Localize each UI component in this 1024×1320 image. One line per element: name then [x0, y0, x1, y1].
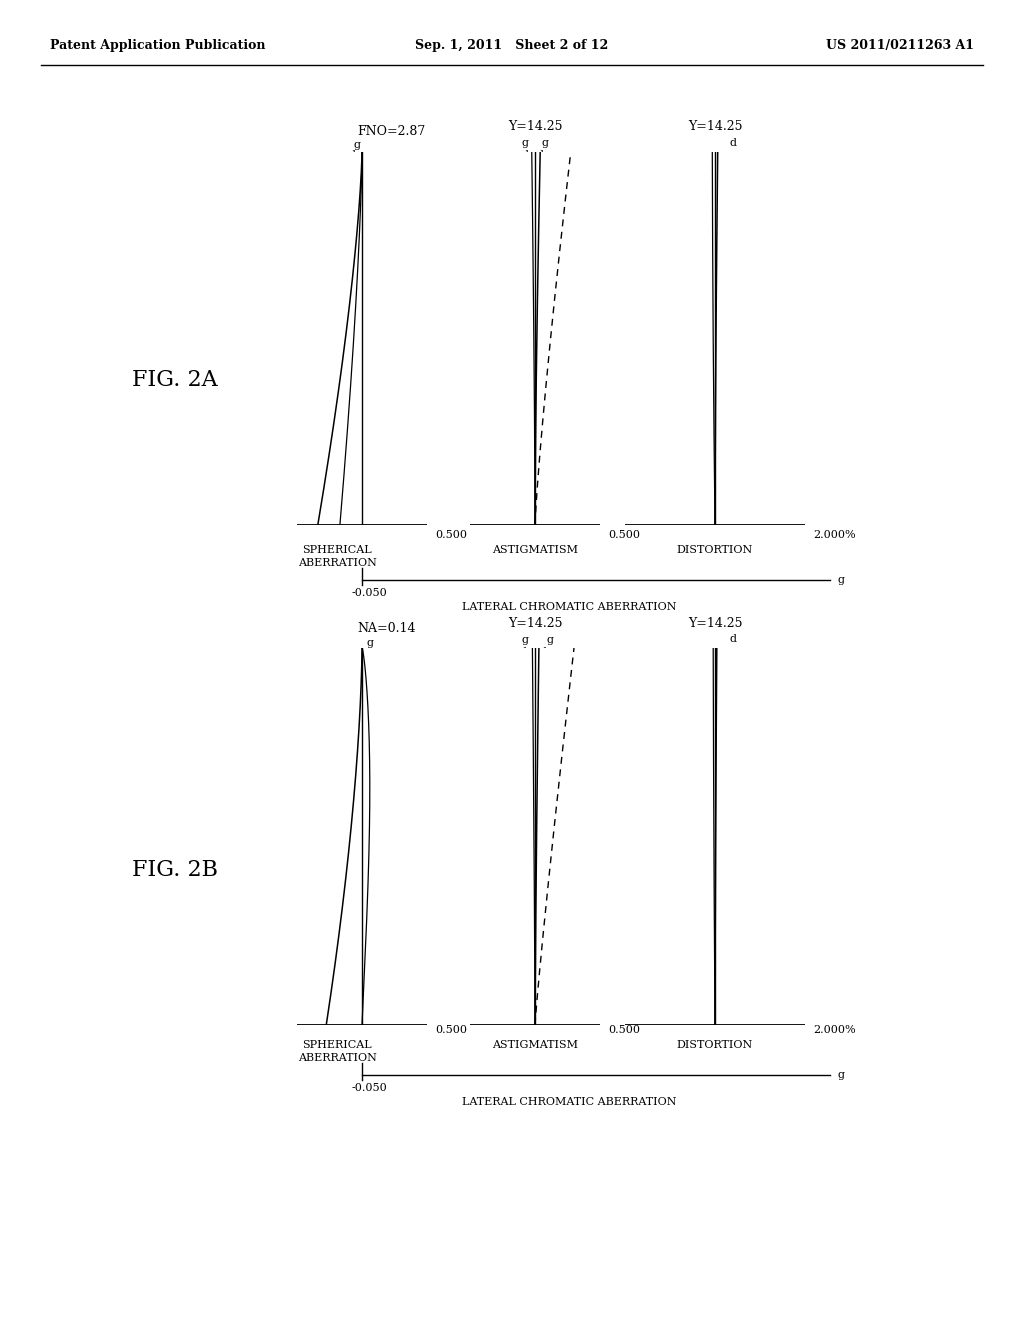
- Text: d: d: [519, 647, 526, 657]
- Text: 0.500: 0.500: [608, 531, 640, 540]
- Text: 2.000%: 2.000%: [813, 531, 856, 540]
- Text: FNO=2.87: FNO=2.87: [357, 125, 425, 139]
- Text: -0.050: -0.050: [352, 587, 388, 598]
- Text: d: d: [540, 647, 547, 657]
- Text: 0.500: 0.500: [435, 531, 467, 540]
- Text: g: g: [367, 638, 374, 648]
- Text: g: g: [353, 140, 360, 150]
- Text: US 2011/0211263 A1: US 2011/0211263 A1: [826, 38, 974, 51]
- Text: SPHERICAL: SPHERICAL: [302, 1040, 372, 1049]
- Text: FIG. 2B: FIG. 2B: [132, 859, 218, 880]
- Text: d: d: [729, 139, 736, 148]
- Text: d: d: [348, 150, 355, 160]
- Text: Y=14.25: Y=14.25: [508, 120, 562, 133]
- Text: Y=14.25: Y=14.25: [688, 616, 742, 630]
- Text: DISTORTION: DISTORTION: [677, 545, 753, 554]
- Text: ABERRATION: ABERRATION: [298, 1053, 377, 1063]
- Text: d: d: [348, 649, 355, 660]
- Text: g: g: [521, 635, 528, 645]
- Text: d: d: [521, 150, 528, 160]
- Text: g: g: [542, 139, 549, 148]
- Text: ASTIGMATISM: ASTIGMATISM: [492, 545, 578, 554]
- Text: ASTIGMATISM: ASTIGMATISM: [492, 1040, 578, 1049]
- Text: g: g: [838, 576, 845, 585]
- Text: d: d: [729, 634, 736, 644]
- Text: -0.050: -0.050: [352, 1082, 388, 1093]
- Text: SPHERICAL: SPHERICAL: [302, 545, 372, 554]
- Text: Y=14.25: Y=14.25: [688, 120, 742, 133]
- Text: 2.000%: 2.000%: [813, 1026, 856, 1035]
- Text: g: g: [521, 139, 528, 148]
- Text: 0.500: 0.500: [435, 1026, 467, 1035]
- Text: LATERAL CHROMATIC ABERRATION: LATERAL CHROMATIC ABERRATION: [462, 1097, 677, 1107]
- Text: LATERAL CHROMATIC ABERRATION: LATERAL CHROMATIC ABERRATION: [462, 602, 677, 612]
- Text: NA=0.14: NA=0.14: [357, 622, 416, 635]
- Text: Y=14.25: Y=14.25: [508, 616, 562, 630]
- Text: d: d: [537, 150, 544, 160]
- Text: g: g: [838, 1071, 845, 1080]
- Text: g: g: [547, 635, 554, 645]
- Text: Sep. 1, 2011   Sheet 2 of 12: Sep. 1, 2011 Sheet 2 of 12: [416, 38, 608, 51]
- Text: DISTORTION: DISTORTION: [677, 1040, 753, 1049]
- Text: FIG. 2A: FIG. 2A: [132, 370, 218, 391]
- Text: ABERRATION: ABERRATION: [298, 558, 377, 568]
- Text: 0.500: 0.500: [608, 1026, 640, 1035]
- Text: Patent Application Publication: Patent Application Publication: [50, 38, 265, 51]
